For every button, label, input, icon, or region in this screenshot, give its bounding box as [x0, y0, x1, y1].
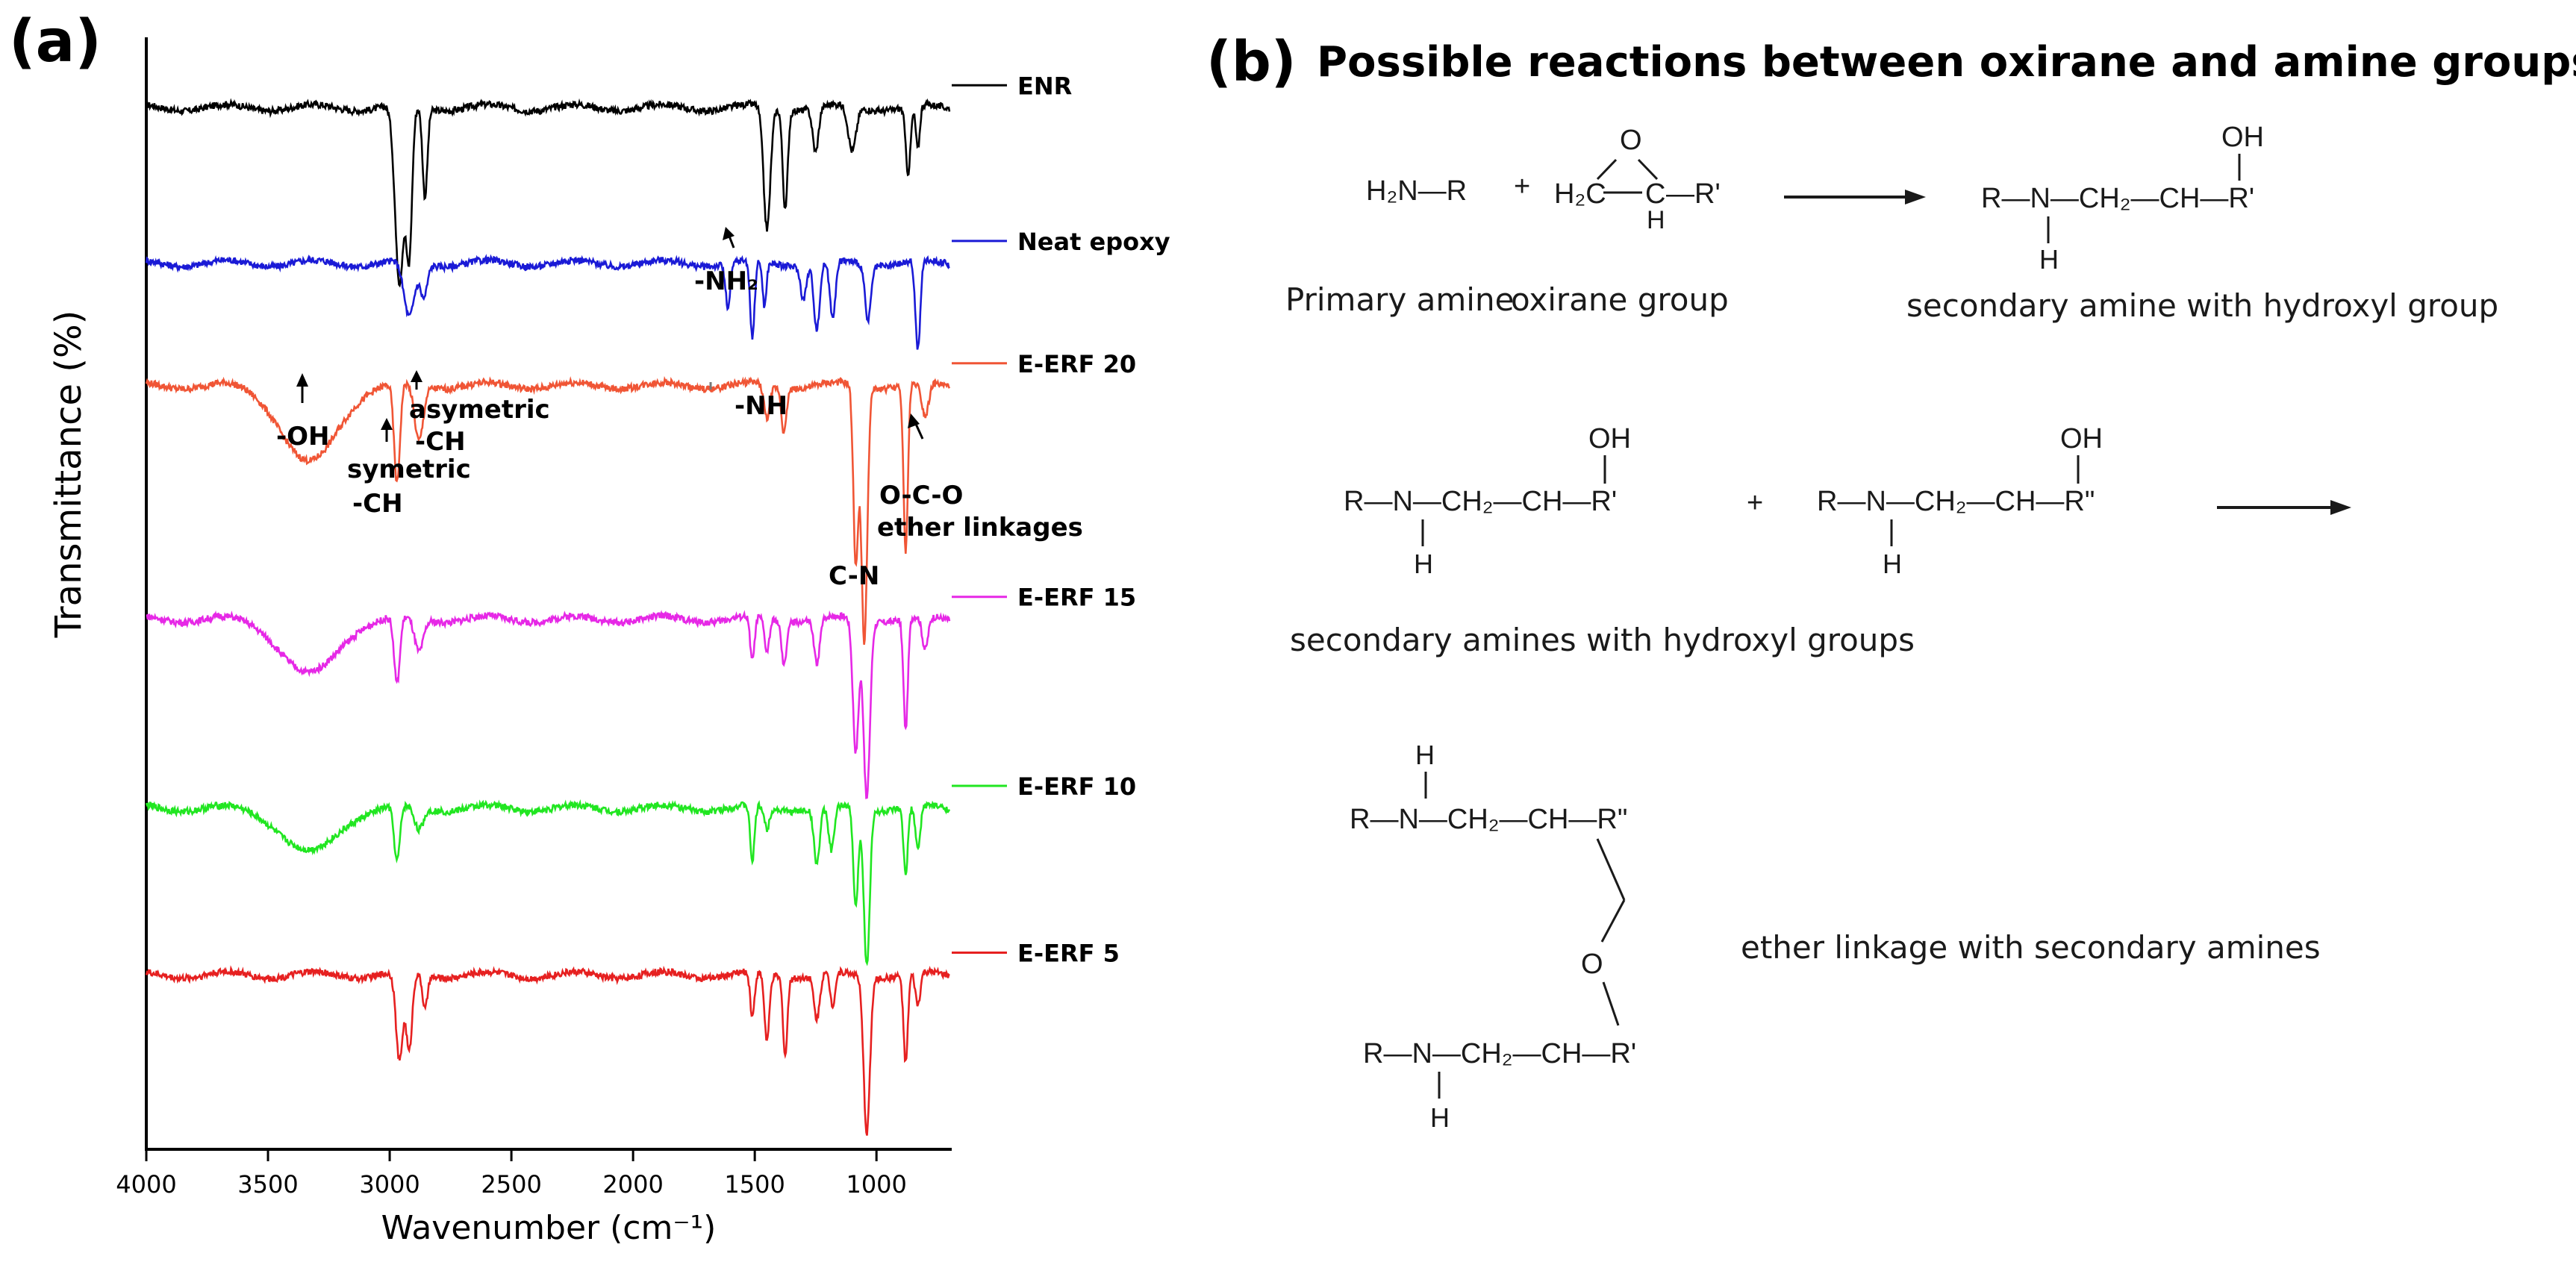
reaction1-product-chain: R—N—CH₂—CH—R' [1981, 183, 2254, 214]
series-line-e-erf-10 [145, 799, 951, 966]
oxirane-bond-right [1637, 158, 1659, 181]
legend-label: E-ERF 10 [1017, 772, 1136, 801]
series-line-neat-epoxy [145, 254, 950, 350]
x-tick-label: 1500 [724, 1170, 785, 1199]
annotation-oh: -OH [276, 373, 329, 452]
reaction1-primary-amine-formula: H₂N—R [1366, 175, 1467, 207]
x-ticks: 4000 3500 3000 2500 2000 1500 1000 [116, 1149, 907, 1199]
reaction1-product-oh: OH [2221, 122, 2264, 153]
reaction1-product-h: H [2039, 244, 2059, 275]
legend-label: Neat epoxy [1017, 228, 1170, 256]
panel-b-title: Possible reactions between oxirane and a… [1317, 38, 2576, 87]
legend-label: ENR [1017, 72, 1072, 100]
oxirane-h: H [1647, 206, 1665, 234]
annotation-nh2-arrowhead [723, 227, 735, 240]
series-layer [145, 98, 951, 1136]
x-tick-label: 3000 [359, 1170, 420, 1199]
annotation-asym-ch: asymetric -CH [409, 370, 550, 457]
annotation-oh-text: -OH [276, 422, 329, 452]
oxirane-h2c: H₂C [1554, 178, 1606, 210]
annotation-cn-text: C-N [829, 561, 879, 591]
annotation-asym-ch-text2: -CH [415, 427, 466, 457]
annotation-nh2-text: -NH₂ [694, 266, 758, 296]
reaction2-mol1-chain: R—N—CH₂—CH—R' [1344, 486, 1617, 517]
annotation-cn: C-N [829, 561, 879, 591]
panel-b: (b) Possible reactions between oxirane a… [1206, 30, 2576, 1133]
annotation-oco-arrowhead [908, 413, 920, 428]
reaction3-label: ether linkage with secondary amines [1741, 929, 2321, 966]
annotation-sym-ch-text2: -CH [352, 489, 403, 519]
oxirane-o: O [1620, 125, 1642, 156]
annotation-oco-text2: ether linkages [877, 513, 1083, 543]
panel-a: (a) 4000 3500 3000 2500 2000 1500 1000 ENR Neat… [9, 8, 1170, 1247]
reaction2-mol2-oh: OH [2060, 423, 2103, 454]
annotation-oh-arrowhead [296, 373, 308, 387]
annotation-sym-ch: symetric -CH [347, 418, 471, 519]
oxirane-r: —R' [1666, 178, 1721, 210]
reaction2-mol1-h: H [1414, 549, 1433, 579]
reaction3-bottom-h: H [1430, 1102, 1450, 1133]
series-line-e-erf-20 [145, 375, 951, 645]
reaction2-mol2-h: H [1883, 549, 1902, 579]
reaction3-bond-down-3 [1602, 981, 1620, 1026]
reaction2-label: secondary amines with hydroxyl groups [1290, 622, 1915, 658]
annotation-oco-text: O-C-O [879, 481, 963, 510]
annotation-nh2: -NH₂ [694, 227, 758, 296]
reaction1-label-product: secondary amine with hydroxyl group [1906, 287, 2498, 324]
reaction2-molecule-2: OH R—N—CH₂—CH—R" H [1817, 423, 2103, 579]
reaction3-bottom-chain: R—N—CH₂—CH—R' [1363, 1038, 1636, 1069]
oxirane-bond-left [1596, 158, 1618, 181]
series-line-e-erf-5 [145, 965, 950, 1136]
oxirane-c: C [1645, 178, 1665, 210]
reaction3-bond-down-1 [1596, 838, 1626, 901]
reaction3-top-chain: R—N—CH₂—CH—R" [1350, 804, 1627, 835]
reaction2-molecule-1: OH R—N—CH₂—CH—R' H [1344, 423, 1631, 579]
reaction1-product: OH R—N—CH₂—CH—R' H [1981, 122, 2264, 275]
annotation-sym-ch-text: symetric [347, 454, 471, 484]
x-tick-label: 3500 [237, 1170, 298, 1199]
reaction1-arrowhead [1905, 190, 1926, 204]
x-axis-title: Wavenumber (cm⁻¹) [381, 1209, 717, 1247]
reaction2-mol1-oh: OH [1588, 423, 1631, 454]
annotation-nh: -NH [709, 382, 788, 421]
legend-label: E-ERF 20 [1017, 350, 1136, 378]
annotation-oco-arrow [914, 422, 924, 440]
reaction2-plus: + [1747, 487, 1763, 519]
oxirane-structure: O H₂C C —R' H [1554, 125, 1721, 234]
reaction1-label-oxirane: oxirane group [1511, 281, 1729, 318]
x-tick-label: 1000 [846, 1170, 906, 1199]
x-tick-label: 4000 [116, 1170, 176, 1199]
x-tick-label: 2000 [602, 1170, 663, 1199]
reaction3-ether-o: O [1581, 949, 1603, 980]
reaction1-label-primary-amine: Primary amine [1285, 281, 1514, 318]
peak-annotations: -NH₂ -OH symetric -CH asymetric -CH [276, 227, 1083, 591]
series-line-enr [146, 98, 951, 288]
reaction1-plus: + [1514, 171, 1530, 202]
annotation-asym-ch-arrowhead [411, 370, 422, 382]
chart-axes [145, 37, 952, 1151]
reaction3-top-h: H [1415, 740, 1435, 770]
legend-label: E-ERF 5 [1017, 940, 1120, 968]
reaction-2: OH R—N—CH₂—CH—R' H + OH R—N—CH₂—CH—R" H … [1290, 423, 2351, 658]
x-tick-label: 2500 [481, 1170, 541, 1199]
panel-a-label: (a) [9, 8, 102, 75]
series-line-e-erf-15 [146, 610, 951, 799]
legend-label: E-ERF 15 [1017, 584, 1136, 612]
reaction2-mol2-chain: R—N—CH₂—CH—R" [1817, 486, 2095, 517]
annotation-oco: O-C-O ether linkages [877, 413, 1083, 543]
reaction2-arrowhead [2330, 500, 2351, 515]
reaction-3: H R—N—CH₂—CH—R" O R—N—CH₂—CH—R' H ether … [1350, 740, 2321, 1133]
annotation-sym-ch-arrowhead [381, 418, 393, 430]
legend: ENR Neat epoxy E-ERF 20 E-ERF 15 E-ERF 10 E-E… [952, 72, 1170, 968]
reaction-1: H₂N—R + O H₂C C —R' H OH R—N—CH₂—CH—R' H [1285, 122, 2498, 324]
annotation-asym-ch-text: asymetric [409, 395, 550, 425]
y-axis-title: Transmittance (%) [48, 310, 90, 639]
reaction3-bond-down-2 [1600, 899, 1626, 943]
panel-b-label: (b) [1206, 30, 1297, 94]
annotation-nh-text: -NH [735, 391, 788, 421]
